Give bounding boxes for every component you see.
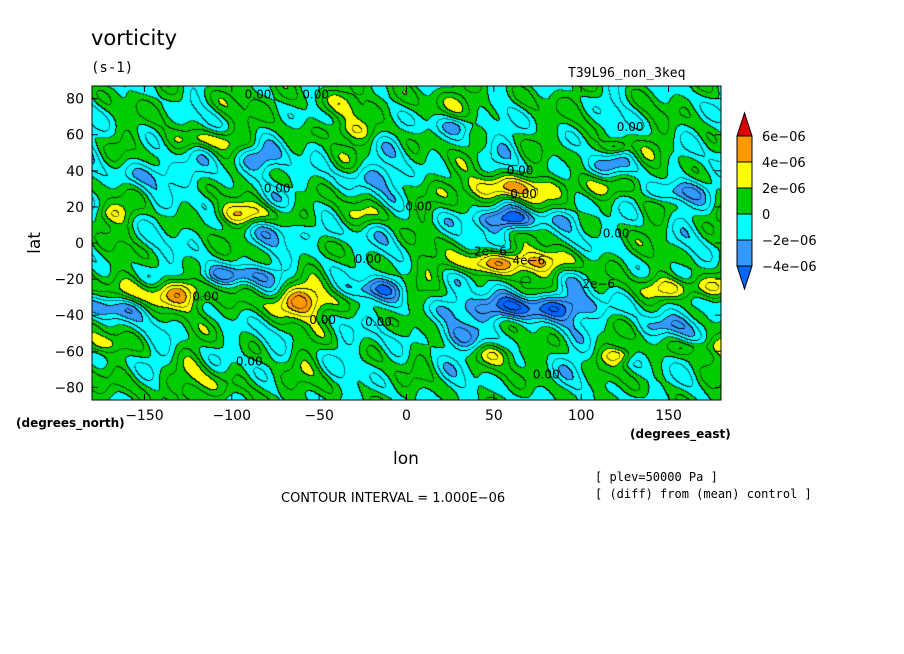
y-tick-label: 80 <box>66 92 84 108</box>
vorticity-filled-contours <box>92 86 721 400</box>
colorbar-label: −4e−06 <box>762 260 817 275</box>
contour-label: 0.00 <box>510 187 537 201</box>
contour-label: 0.00 <box>533 367 560 381</box>
contour-label: 0.00 <box>355 252 382 266</box>
plot-area: 0.00 0.00 0.00 0.00 0.00 0.00 0.00 0.00 0.00 2e−6… <box>54 85 722 424</box>
colorbar-segment <box>736 135 753 163</box>
contour-label: 0.00 <box>264 181 291 195</box>
contour-label: 0.00 <box>603 227 630 241</box>
y-axis: 80 60 40 20 0 −20 −40 −60 −80 <box>54 92 721 396</box>
annotation-plev: [ plev=50000 Pa ] <box>595 470 718 484</box>
contour-label: 0.00 <box>405 200 432 214</box>
chart-title: vorticity <box>91 26 177 50</box>
y-tick-label: −40 <box>54 308 84 324</box>
contour-label: 2e−6 <box>582 277 615 291</box>
run-label: T39L96_non_3keq <box>568 66 685 81</box>
colorbar-segment <box>736 213 753 241</box>
contour-labels: 0.00 0.00 0.00 0.00 0.00 0.00 0.00 0.00 0.00 2e−6… <box>192 88 643 382</box>
colorbar-label: 2e−06 <box>762 182 806 197</box>
colorbar: 6e−06 4e−06 2e−06 0 −2e−06 −4e−06 <box>736 111 817 291</box>
x-tick-label: −100 <box>213 408 251 424</box>
x-tick-label: 0 <box>402 408 411 424</box>
contour-label: 0.00 <box>236 355 263 369</box>
contour-label: 0.00 <box>309 313 336 327</box>
colorbar-label: 0 <box>762 208 770 223</box>
contour-label: 0.00 <box>302 88 329 102</box>
x-tick-label: −150 <box>125 408 163 424</box>
colorbar-bottom-arrow <box>736 265 753 291</box>
colorbar-label: 4e−06 <box>762 156 806 171</box>
y-tick-label: −60 <box>54 344 84 360</box>
y-tick-label: −80 <box>54 380 84 396</box>
colorbar-segment <box>736 161 753 189</box>
chart-units: (s-1) <box>91 60 133 76</box>
contour-label: 0.00 <box>507 163 534 177</box>
colorbar-segment <box>736 239 753 267</box>
contour-interval: CONTOUR INTERVAL = 1.000E−06 <box>281 491 505 506</box>
x-tick-label: −50 <box>304 408 334 424</box>
colorbar-segment <box>736 187 753 215</box>
y-tick-label: 40 <box>66 164 84 180</box>
x-tick-label: 50 <box>485 408 503 424</box>
annotation-diff: [ (diff) from (mean) control ] <box>595 487 812 501</box>
contour-label: 0.00 <box>365 315 392 329</box>
x-tick-label: 150 <box>655 408 682 424</box>
y-axis-units: (degrees_north) <box>16 416 125 431</box>
colorbar-label: −2e−06 <box>762 234 817 249</box>
contour-label: 0.00 <box>617 120 644 134</box>
x-tick-label: 100 <box>568 408 595 424</box>
x-axis-units: (degrees_east) <box>630 427 731 442</box>
y-axis-label: lat <box>25 232 45 254</box>
colorbar-label: 6e−06 <box>762 130 806 145</box>
contour-label: 0.00 <box>245 88 272 102</box>
contour-label: 4e−6 <box>512 254 545 268</box>
x-axis: −150 −100 −50 0 50 100 150 <box>125 86 682 424</box>
colorbar-top-arrow <box>736 111 753 137</box>
contour-label: 0.00 <box>192 290 219 304</box>
x-axis-label: lon <box>393 449 419 469</box>
y-tick-label: 20 <box>66 200 84 216</box>
y-tick-label: −20 <box>54 272 84 288</box>
contour-label: 2e−6 <box>474 245 507 259</box>
y-tick-label: 0 <box>75 236 84 252</box>
y-tick-label: 60 <box>66 128 84 144</box>
